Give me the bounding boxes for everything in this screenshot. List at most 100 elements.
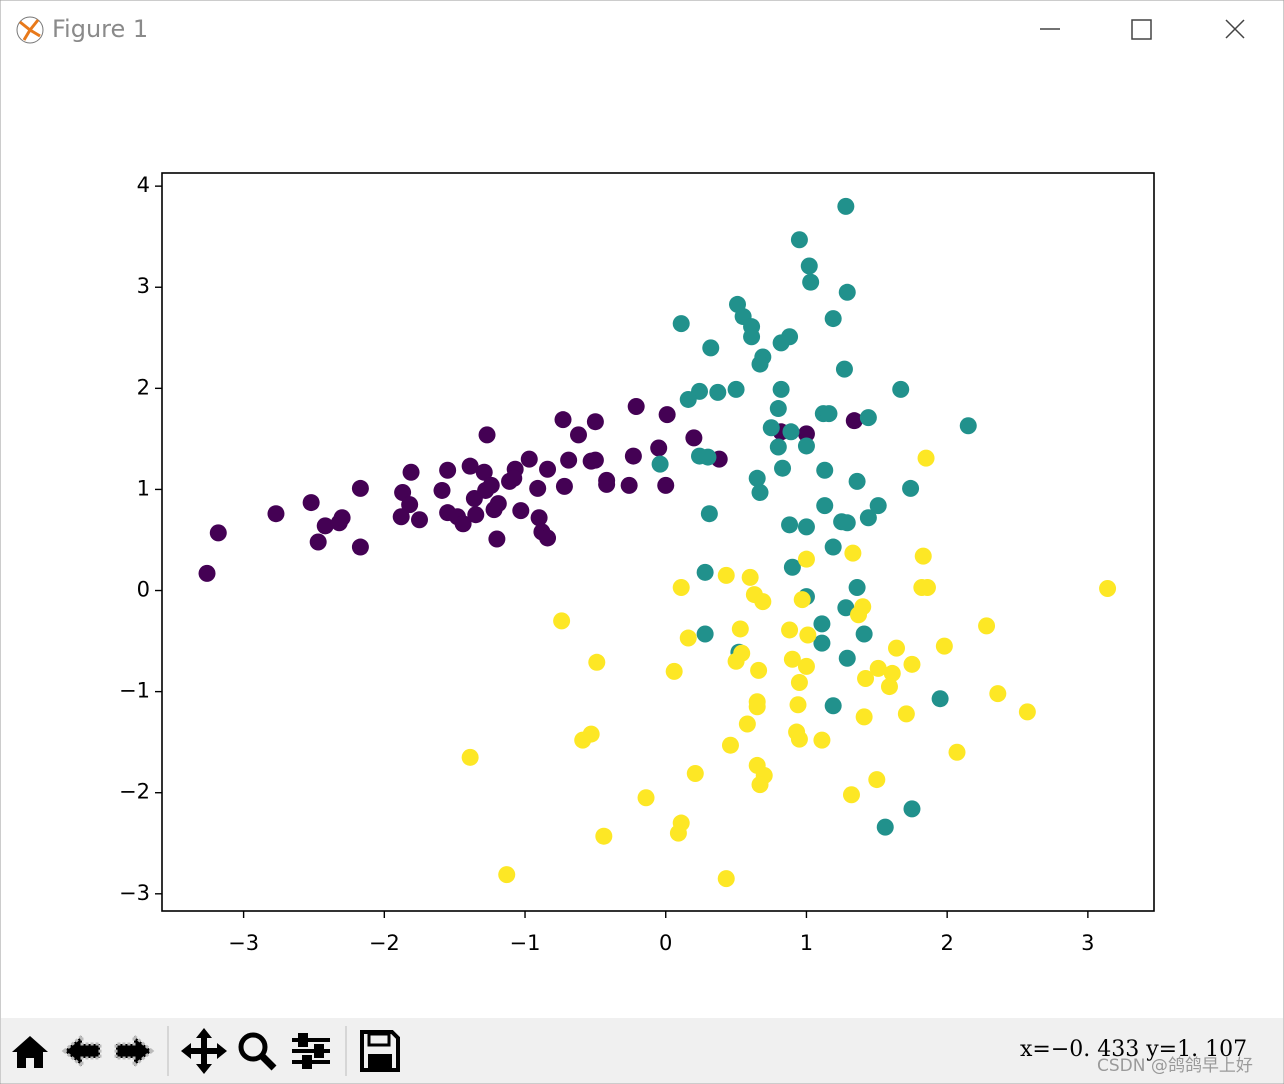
scatter-point — [439, 461, 457, 479]
scatter-point — [717, 566, 735, 584]
pan-button[interactable] — [181, 1028, 227, 1074]
scatter-point — [672, 315, 690, 333]
scatter-point — [797, 425, 815, 443]
scatter-point — [1099, 580, 1117, 598]
zoom-button[interactable] — [238, 1032, 277, 1071]
scatter-point — [850, 606, 868, 624]
scatter-point — [624, 447, 642, 465]
home-button[interactable] — [12, 1036, 48, 1068]
scatter-point — [783, 650, 801, 668]
scatter-point — [883, 664, 901, 682]
scatter-point — [686, 765, 704, 783]
x-tick-label: 1 — [800, 931, 813, 955]
scatter-point — [800, 257, 818, 275]
scatter-point — [595, 827, 613, 845]
close-button[interactable] — [1225, 19, 1245, 39]
scatter-point — [903, 655, 921, 673]
scatter-point — [410, 511, 428, 529]
save-button[interactable] — [360, 1030, 400, 1072]
scatter-point — [813, 731, 831, 749]
scatter-point — [498, 866, 516, 884]
scatter-point — [433, 481, 451, 499]
scatter-point — [816, 497, 834, 515]
scatter-point — [813, 615, 831, 633]
y-tick-label: −3 — [119, 881, 150, 905]
scatter-point — [959, 417, 977, 435]
maximize-button[interactable] — [1131, 19, 1152, 40]
scatter-point — [790, 231, 808, 249]
scatter-point — [512, 502, 530, 520]
scatter-point — [799, 626, 817, 644]
scatter-point — [837, 197, 855, 215]
scatter-point — [845, 412, 863, 430]
scatter-point — [824, 310, 842, 328]
y-tick-label: 3 — [137, 274, 150, 298]
scatter-point — [489, 495, 507, 513]
scatter-point — [917, 449, 935, 467]
scatter-point — [848, 472, 866, 490]
scatter-point — [855, 625, 873, 643]
scatter-point — [978, 617, 996, 635]
x-tick-label: 2 — [940, 931, 953, 955]
x-tick-label: 3 — [1081, 931, 1094, 955]
y-tick-label: 1 — [137, 476, 150, 500]
scatter-point — [738, 715, 756, 733]
configure-button[interactable] — [292, 1033, 330, 1069]
scatter-point — [876, 818, 894, 836]
scatter-point — [838, 283, 856, 301]
scatter-point — [461, 748, 479, 766]
y-tick-label: 0 — [137, 578, 150, 602]
toolbar-icons — [12, 1026, 400, 1076]
watermark: CSDN @鸽鸽早上好 — [1097, 1056, 1253, 1076]
scatter-point — [709, 383, 727, 401]
scatter-point — [637, 789, 655, 807]
scatter-point — [316, 517, 334, 535]
scatter-point — [802, 273, 820, 291]
scatter-point — [762, 419, 780, 437]
scatter-point — [869, 659, 887, 677]
scatter-point — [627, 398, 645, 416]
scatter-point — [333, 509, 351, 527]
scatter-point — [741, 568, 759, 586]
y-tick-label: −1 — [119, 679, 150, 703]
forward-button[interactable] — [114, 1032, 155, 1070]
scatter-point — [790, 730, 808, 748]
back-button[interactable] — [61, 1032, 102, 1070]
scatter-point — [529, 479, 547, 497]
scatter-point — [733, 644, 751, 662]
scatter-point — [657, 476, 675, 494]
scatter-point — [751, 776, 769, 794]
scatter-point — [554, 411, 572, 429]
app-icon — [16, 16, 44, 44]
scatter-point — [842, 786, 860, 804]
scatter-point — [392, 508, 410, 526]
scatter-point — [781, 621, 799, 639]
scatter-point — [897, 705, 915, 723]
scatter-point — [454, 515, 472, 533]
scatter-point — [620, 476, 638, 494]
scatter-point — [267, 505, 285, 523]
scatter-point — [751, 355, 769, 373]
y-tick-label: 4 — [137, 173, 150, 197]
scatter-point — [816, 461, 834, 479]
scatter-point — [679, 629, 697, 647]
plot: −3 −2 −1 0 1 2 3 −3 −2 −1 0 1 2 3 4 — [119, 173, 1117, 955]
scatter-point — [989, 685, 1007, 703]
scatter-point — [868, 771, 886, 789]
scatter-point — [530, 509, 548, 527]
scatter-point — [774, 459, 792, 477]
scatter-point — [782, 423, 800, 441]
scatter-point — [505, 469, 523, 487]
scatter-point — [539, 460, 557, 478]
scatter-point — [913, 578, 931, 596]
scatter-point — [781, 516, 799, 534]
scatter-point — [813, 634, 831, 652]
scatter-point — [772, 334, 790, 352]
scatter-point — [797, 437, 815, 455]
scatter-point — [598, 475, 616, 493]
scatter-point — [789, 696, 807, 714]
scatter-point — [903, 800, 921, 818]
scatter-point — [717, 870, 735, 888]
scatter-point — [743, 328, 761, 346]
